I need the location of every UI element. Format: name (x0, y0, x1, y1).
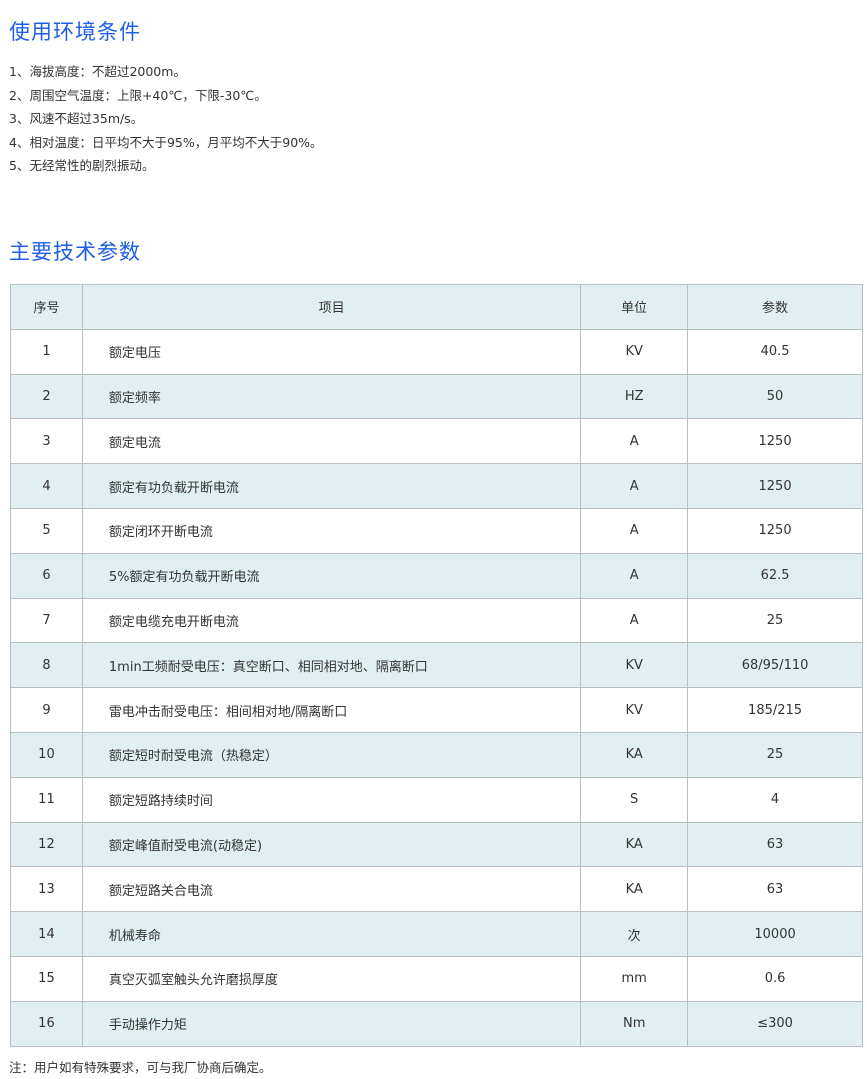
cell-value: 1250 (687, 418, 863, 465)
table-row: 8 1min工频耐受电压：真空断口、相同相对地、隔离断口 KV 68/95/110 (10, 642, 863, 689)
cell-index: 7 (10, 597, 83, 644)
cell-value: 63 (687, 821, 863, 868)
cell-index: 2 (10, 373, 83, 420)
cell-index: 8 (10, 642, 83, 689)
cell-unit: KV (580, 687, 689, 733)
header-item: 项目 (81, 284, 582, 330)
cell-value: 63 (687, 866, 863, 913)
cell-unit: KV (580, 642, 689, 689)
cell-item: 额定电压 (81, 328, 582, 375)
table-row: 14 机械寿命次 10000 (10, 911, 863, 957)
cell-value: 1250 (687, 463, 863, 509)
cell-unit: 次 (580, 911, 689, 957)
cell-value: 25 (687, 731, 863, 778)
cell-unit: A (580, 507, 689, 554)
table-row: 2 额定频率 HZ 50 (10, 373, 863, 420)
cell-index: 1 (10, 328, 83, 375)
cell-item: 5%额定有功负载开断电流 (81, 552, 582, 599)
cell-value: 25 (687, 597, 863, 644)
condition-item: 5、无经常性的剧烈振动。 (9, 158, 155, 173)
cell-unit: S (580, 776, 689, 823)
cell-unit: mm (580, 955, 689, 1002)
cell-unit: KA (580, 821, 689, 868)
footnote: 注：用户如有特殊要求，可与我厂协商后确定。 (9, 1060, 272, 1075)
condition-item: 3、风速不超过35m/s。 (9, 111, 144, 126)
cell-unit: HZ (580, 373, 689, 420)
cell-item: 额定短时耐受电流（热稳定） (81, 731, 582, 778)
cell-value: 1250 (687, 507, 863, 554)
cell-index: 6 (10, 552, 83, 599)
cell-unit: KA (580, 731, 689, 778)
params-table: 序号 项目 单位 参数 1 额定电压 KV 40.5 2 额定频率 HZ 50 3 额定电流 A 12… (10, 284, 863, 1047)
table-row: 16 手动操作力矩 Nm ≤300 (10, 1000, 863, 1047)
cell-item: 额定电缆充电开断电流 (81, 597, 582, 644)
cell-unit: KV (580, 328, 689, 375)
cell-index: 16 (10, 1000, 83, 1047)
table-row: 13 额定短路关合电流 KA 63 (10, 866, 863, 913)
cell-item: 雷电冲击耐受电压：相间相对地/隔离断口 (81, 687, 582, 733)
cell-item: 额定短路持续时间 (81, 776, 582, 823)
cell-item: 额定闭环开断电流 (81, 507, 582, 554)
cell-value: 10000 (687, 911, 863, 957)
cell-item: 额定短路关合电流 (81, 866, 582, 913)
cell-unit: A (580, 463, 689, 509)
cell-index: 12 (10, 821, 83, 868)
cell-unit: Nm (580, 1000, 689, 1047)
cell-unit: A (580, 597, 689, 644)
cell-value: 40.5 (687, 328, 863, 375)
header-unit: 单位 (580, 284, 689, 330)
header-value: 参数 (687, 284, 863, 330)
cell-value: 4 (687, 776, 863, 823)
conditions-list: 1、海拔高度：不超过2000m。 2、周围空气温度：上限+40℃，下限-30℃。… (9, 60, 323, 178)
cell-item: 额定电流 (81, 418, 582, 465)
table-row: 10 额定短时耐受电流（热稳定） KA 25 (10, 731, 863, 778)
cell-value: 0.6 (687, 955, 863, 1002)
cell-index: 5 (10, 507, 83, 554)
cell-item: 1min工频耐受电压：真空断口、相同相对地、隔离断口 (81, 642, 582, 689)
params-heading: 主要技术参数 (9, 240, 141, 264)
table-row: 7 额定电缆充电开断电流 A 25 (10, 597, 863, 644)
cell-item: 额定有功负载开断电流 (81, 463, 582, 509)
table-row: 3 额定电流 A 1250 (10, 418, 863, 465)
cell-index: 15 (10, 955, 83, 1002)
cell-value: 185/215 (687, 687, 863, 733)
cell-index: 3 (10, 418, 83, 465)
cell-unit: A (580, 418, 689, 465)
header-index: 序号 (10, 284, 83, 330)
cell-value: 50 (687, 373, 863, 420)
table-header-row: 序号 项目 单位 参数 (10, 284, 863, 330)
cell-index: 13 (10, 866, 83, 913)
table-row: 12 额定峰值耐受电流(动稳定) KA 63 (10, 821, 863, 868)
cell-index: 9 (10, 687, 83, 733)
cell-value: 62.5 (687, 552, 863, 599)
table-row: 4 额定有功负载开断电流 A 1250 (10, 463, 863, 509)
table-row: 1 额定电压 KV 40.5 (10, 328, 863, 375)
cell-index: 11 (10, 776, 83, 823)
cell-item: 额定峰值耐受电流(动稳定) (81, 821, 582, 868)
table-row: 5 额定闭环开断电流 A 1250 (10, 507, 863, 554)
cell-item: 额定频率 (81, 373, 582, 420)
cell-value: 68/95/110 (687, 642, 863, 689)
conditions-heading: 使用环境条件 (9, 20, 141, 44)
cell-index: 14 (10, 911, 83, 957)
table-row: 6 5%额定有功负载开断电流 A 62.5 (10, 552, 863, 599)
cell-item: 机械寿命 (81, 911, 582, 957)
cell-item: 手动操作力矩 (81, 1000, 582, 1047)
cell-unit: KA (580, 866, 689, 913)
cell-unit: A (580, 552, 689, 599)
cell-item: 真空灭弧室触头允许磨损厚度 (81, 955, 582, 1002)
cell-index: 4 (10, 463, 83, 509)
condition-item: 1、海拔高度：不超过2000m。 (9, 64, 186, 79)
condition-item: 2、周围空气温度：上限+40℃，下限-30℃。 (9, 87, 267, 103)
condition-item: 4、相对温度：日平均不大于95%，月平均不大于90%。 (9, 134, 323, 150)
cell-index: 10 (10, 731, 83, 778)
table-row: 11 额定短路持续时间 S 4 (10, 776, 863, 823)
table-row: 15 真空灭弧室触头允许磨损厚度 mm 0.6 (10, 955, 863, 1002)
table-row: 9 雷电冲击耐受电压：相间相对地/隔离断口 KV 185/215 (10, 687, 863, 733)
cell-value: ≤300 (687, 1000, 863, 1047)
